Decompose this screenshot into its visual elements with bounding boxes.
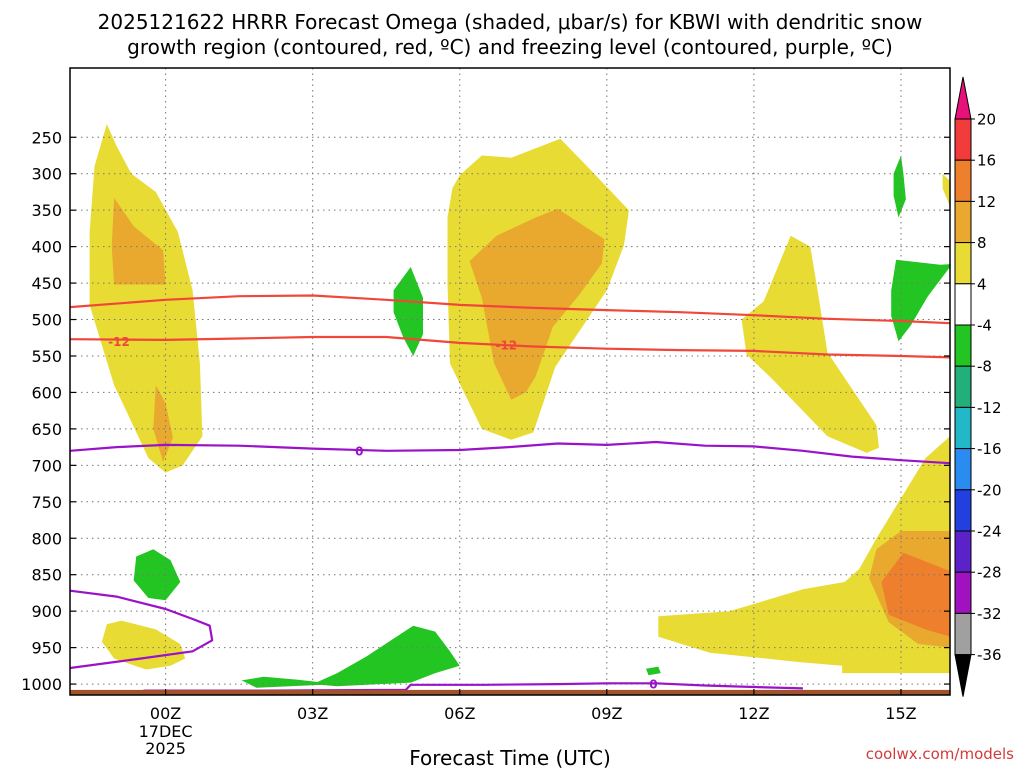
y-tick-label: 400 [31,238,62,257]
colorbar-top-extend [954,76,972,120]
colorbar-label: -24 [977,523,1002,541]
colorbar-label: -28 [977,564,1002,582]
omega-region-7 [101,620,186,670]
colorbar-label: 4 [977,275,987,293]
omega-region-12 [393,267,423,356]
colorbar-bin-2 [954,200,972,244]
omega-region-6 [942,173,950,207]
colorbar-label: 20 [977,111,996,129]
x-axis-label: Forecast Time (UTC) [409,746,611,768]
colorbar-bin-6 [954,365,972,408]
y-tick-label: 800 [31,529,62,548]
contour-label-1: -12 [108,335,130,349]
y-tick-label: 250 [31,128,62,147]
x-tick-sublabel: 2025 [145,739,186,758]
credit-text: coolwx.com/models [866,745,1014,763]
colorbar-bin-12 [954,612,972,656]
colorbar-bottom-extend [954,654,972,697]
omega-region-2 [153,385,173,462]
y-tick-label: 1000 [21,675,62,694]
colorbar-bin-1 [954,159,972,202]
colorbar-bin-7 [954,406,972,450]
omega-region-8 [658,436,950,674]
contour-label-2: -12 [495,339,517,353]
colorbar-bin-4 [954,283,972,326]
x-tick-label: 06Z [444,704,475,723]
omega-region-13 [893,155,906,218]
chart-title-line-2: growth region (contoured, red, ºC) and f… [127,35,893,59]
y-tick-label: 850 [31,566,62,585]
colorbar-label: -20 [977,481,1002,499]
colorbar-bin-10 [954,530,972,573]
freezing-level-contour-4 [70,589,214,670]
omega-region-11 [133,549,181,601]
omega-region-15 [241,676,338,688]
x-tick-label: 09Z [591,704,622,723]
ground-surface [70,689,950,695]
colorbar-bin-5 [954,324,972,367]
y-tick-label: 300 [31,165,62,184]
colorbar-bin-11 [954,571,972,614]
omega-region-17 [646,666,661,676]
y-tick-label: 650 [31,420,62,439]
y-tick-label: 550 [31,347,62,366]
x-tick-label: 15Z [885,704,916,723]
contour-label-3: 0 [355,444,363,458]
colorbar-bin-3 [954,242,972,285]
colorbar-label: -16 [977,440,1002,458]
colorbar-label: -4 [977,317,992,335]
isotherm-contour-0 [70,294,950,325]
x-tick-sublabel: 17DEC [139,722,193,741]
colorbar-label: -8 [977,358,992,376]
omega-region-10 [881,552,950,637]
x-tick-label: 12Z [738,704,769,723]
colorbar-label: -32 [977,605,1002,623]
freezing-level-contour-3 [70,440,950,465]
contour-label-layer: -12 -12 0 0 [108,335,657,692]
colorbar-label: -36 [977,646,1002,664]
plot-frame [69,67,951,696]
y-tick-label: 600 [31,383,62,402]
y-tick-label: 700 [31,456,62,475]
contour-label-5: 0 [649,678,657,692]
omega-region-16 [312,625,460,687]
y-tick-label: 900 [31,602,62,621]
omega-region-4 [469,208,605,400]
colorbar-bin-0 [954,118,972,161]
colorbar-bin-8 [954,448,972,491]
y-axis: 250 300 350 400 450 500 550 600 650 700 750 800 850 9… [21,128,950,694]
colorbar-label: -12 [977,399,1002,417]
omega-region-1 [111,197,166,285]
omega-region-5 [741,235,879,453]
y-tick-label: 450 [31,274,62,293]
colorbar-bin-9 [954,489,972,532]
x-tick-label: 03Z [297,704,328,723]
y-tick-label: 500 [31,311,62,330]
y-tick-label: 350 [31,201,62,220]
isotherm-contour-1 [70,335,950,359]
colorbar-label: 16 [977,152,996,170]
colorbar-label: 8 [977,234,987,252]
omega-shading-layer [89,124,950,688]
chart-title-line-1: 2025121622 HRRR Forecast Omega (shaded, … [98,10,923,34]
colorbar-label: 12 [977,193,996,211]
y-tick-label: 950 [31,639,62,658]
x-tick-label: 00Z [150,704,181,723]
colorbar: 20 16 12 8 4 -4 -8 -12 -16 -20 -24 -28 -32 -36 [954,76,1002,697]
y-tick-label: 750 [31,493,62,512]
